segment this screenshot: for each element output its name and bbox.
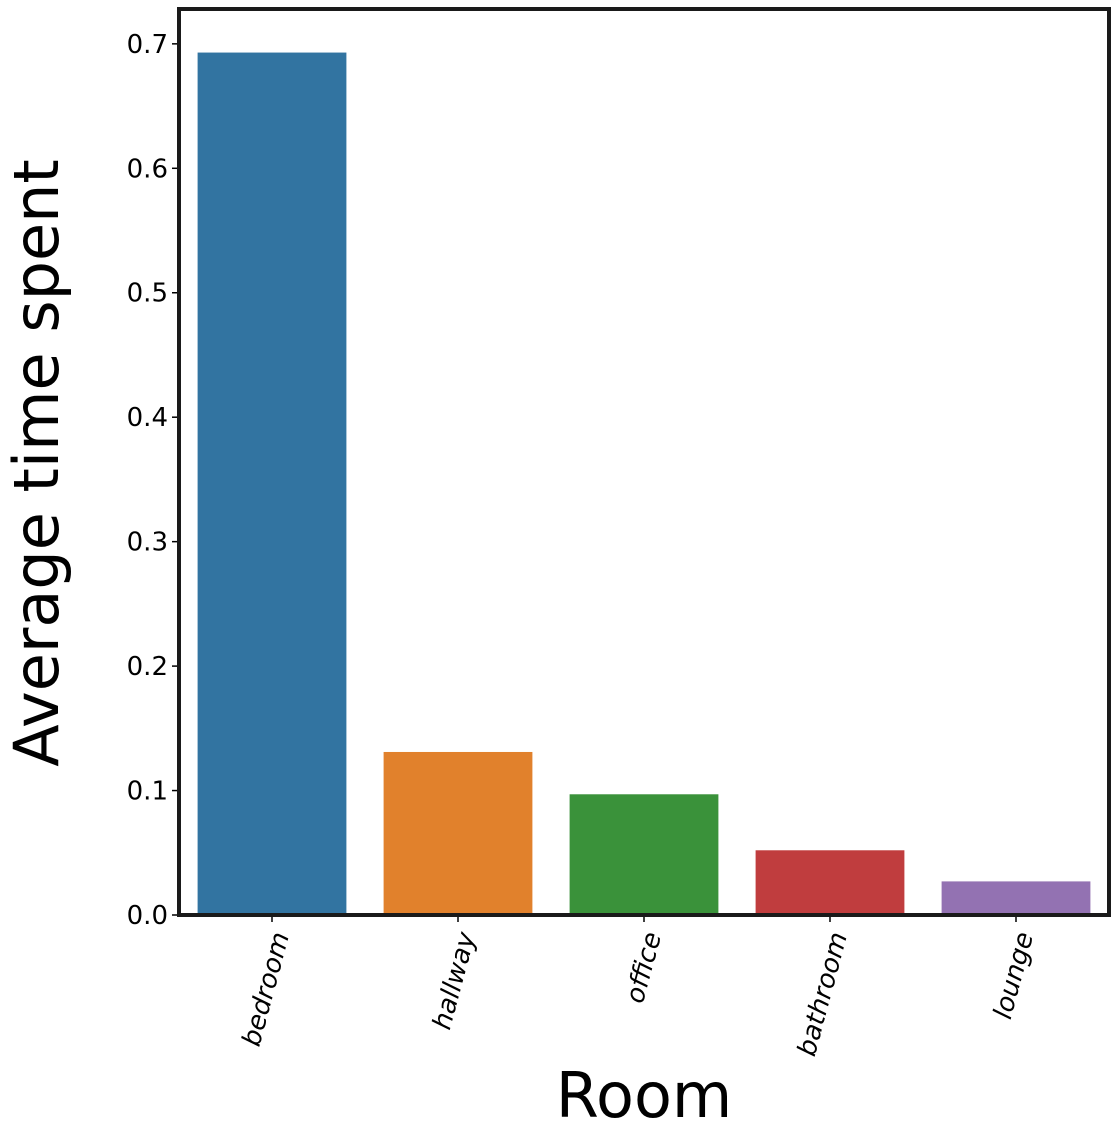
- bar-lounge: [941, 881, 1091, 915]
- y-tick-label: 0.2: [127, 652, 168, 682]
- y-tick-label: 0.3: [127, 528, 168, 558]
- x-axis-ticks: bedroom hallway office bathroom lounge: [237, 915, 1040, 1059]
- y-tick-label: 0.7: [127, 30, 168, 60]
- plot-frame: [177, 7, 1111, 917]
- y-axis-ticks: 0.0 0.1 0.2 0.3 0.4 0.5 0.6 0.7: [127, 30, 179, 931]
- bar-hallway: [383, 751, 533, 915]
- y-tick-label: 0.4: [127, 403, 168, 433]
- y-tick-label: 0.6: [127, 154, 168, 184]
- y-tick-label: 0.1: [127, 777, 168, 807]
- bar-bedroom: [197, 52, 347, 916]
- bar-office: [569, 794, 719, 915]
- x-tick-label: hallway: [427, 928, 482, 1032]
- x-tick-label: bedroom: [237, 929, 296, 1050]
- y-tick-label: 0.5: [127, 279, 168, 309]
- y-axis-label: Average time spent: [0, 159, 73, 767]
- y-tick-label: 0.0: [127, 901, 168, 931]
- x-tick-label: office: [620, 929, 668, 1006]
- x-axis-label: Room: [556, 1059, 733, 1132]
- bars-group: [197, 52, 1091, 916]
- bar-bathroom: [755, 850, 905, 915]
- x-tick-label: lounge: [988, 929, 1040, 1022]
- x-tick-label: bathroom: [792, 929, 854, 1059]
